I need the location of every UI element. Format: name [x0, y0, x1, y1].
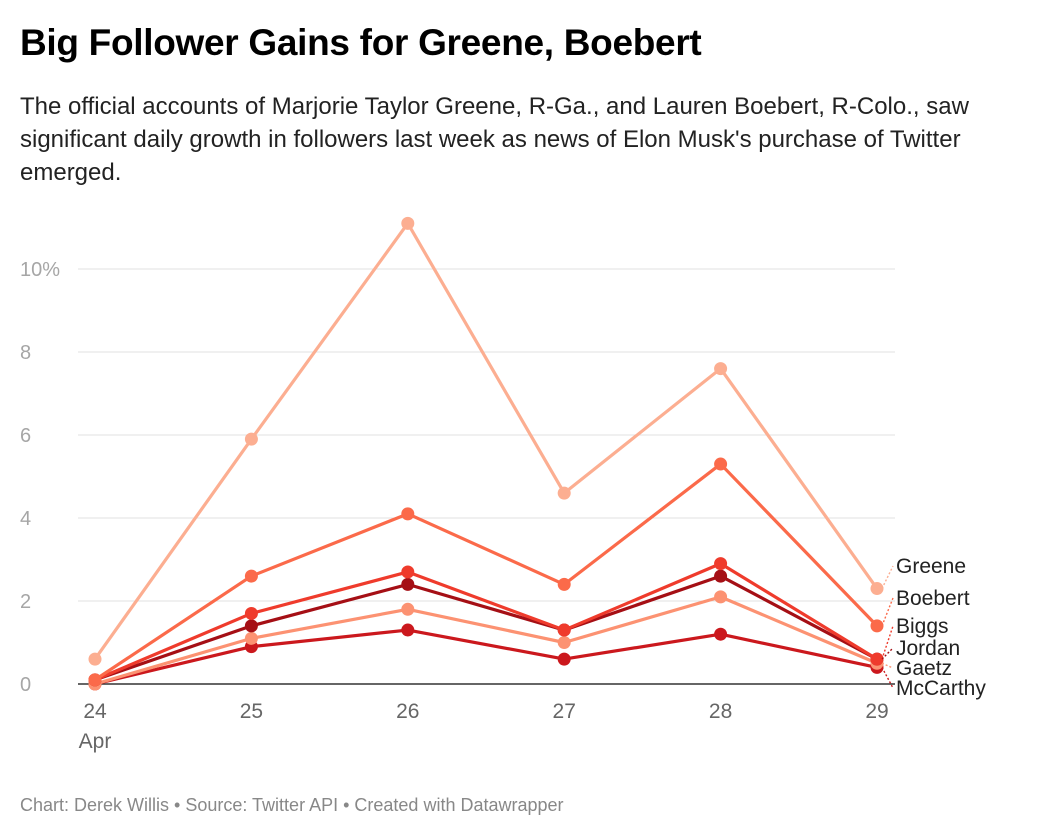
label-leader	[881, 647, 894, 660]
data-point	[714, 362, 728, 376]
series-line	[93, 628, 879, 686]
data-point	[870, 619, 884, 633]
data-point	[401, 577, 415, 591]
footer-author: Chart: Derek Willis	[20, 795, 170, 815]
y-tick-label: 10%	[20, 259, 60, 281]
chart-subtitle: The official accounts of Marjorie Taylor…	[20, 93, 969, 187]
label-leader	[881, 667, 894, 689]
data-point	[401, 507, 415, 521]
y-tick-label: 2	[20, 591, 31, 613]
series-label: Biggs	[896, 615, 949, 638]
y-tick-label: 4	[20, 508, 31, 530]
data-point	[401, 565, 415, 579]
data-point	[88, 652, 102, 666]
label-leader	[881, 565, 894, 589]
data-point	[557, 652, 571, 666]
data-point	[244, 606, 258, 620]
label-leader	[881, 625, 894, 660]
data-point	[714, 590, 728, 604]
series-jordan	[88, 569, 884, 687]
series-label: McCarthy	[896, 677, 986, 700]
series-line	[93, 462, 879, 682]
series-lines	[88, 216, 884, 691]
x-tick-label: 28	[709, 700, 732, 723]
data-point	[401, 216, 415, 230]
chart-title: Big Follower Gains for Greene, Boebert	[20, 22, 702, 63]
y-tick-label: 0	[20, 674, 31, 696]
footer-separator: •	[169, 795, 186, 815]
data-point	[244, 631, 258, 645]
data-point	[244, 432, 258, 446]
label-leader	[881, 597, 894, 627]
y-tick-label: 6	[20, 425, 31, 447]
x-tick-label: 25	[240, 700, 263, 723]
series-line	[93, 562, 879, 682]
label-leader	[881, 662, 894, 669]
data-point	[714, 627, 728, 641]
series-boebert	[88, 457, 884, 687]
x-tick-sublabel: Apr	[79, 730, 112, 753]
y-tick-label: 8	[20, 342, 31, 364]
data-point	[557, 623, 571, 637]
data-point	[401, 623, 415, 637]
data-point	[714, 557, 728, 571]
footer-separator: •	[338, 795, 355, 815]
series-line	[93, 574, 879, 682]
x-tick-label: 26	[396, 700, 419, 723]
data-point	[401, 602, 415, 616]
chart-footer: Chart: Derek Willis • Source: Twitter AP…	[20, 795, 564, 816]
data-point	[244, 569, 258, 583]
data-point	[88, 673, 102, 687]
x-tick-label: 29	[865, 700, 888, 723]
series-label: Greene	[896, 555, 966, 578]
data-point	[714, 457, 728, 471]
x-tick-label: 27	[553, 700, 576, 723]
series-greene	[88, 216, 884, 666]
data-point	[870, 652, 884, 666]
data-point	[244, 619, 258, 633]
series-biggs	[88, 557, 884, 687]
series-label: Jordan	[896, 637, 960, 660]
data-point	[870, 582, 884, 596]
x-tick-label: 24	[83, 700, 107, 723]
series-label: Boebert	[896, 587, 970, 610]
series-label: Gaetz	[896, 657, 952, 680]
series-line	[93, 221, 879, 661]
footer-credit: Created with Datawrapper	[354, 795, 564, 815]
series-line	[93, 595, 879, 686]
data-point	[557, 577, 571, 591]
data-point	[557, 636, 571, 649]
grid-lines	[78, 268, 895, 602]
footer-source: Source: Twitter API	[185, 795, 339, 815]
data-point	[714, 569, 728, 583]
data-point	[557, 486, 571, 500]
